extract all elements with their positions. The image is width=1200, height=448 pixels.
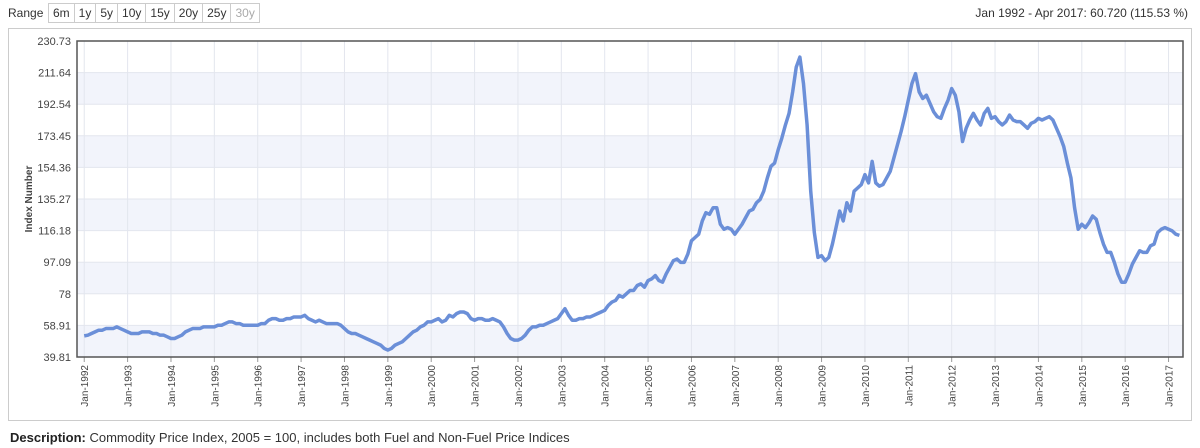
y-tick-label: 39.81 bbox=[43, 352, 71, 364]
plot-border bbox=[76, 40, 1184, 358]
range-button[interactable]: 5y bbox=[95, 3, 119, 23]
range-buttons: 6m 1y 5y 10y 15y 20y 25y 30y bbox=[48, 3, 260, 23]
x-tick-label: Jan-2004 bbox=[601, 365, 612, 407]
x-tick-label: Jan-1995 bbox=[210, 365, 221, 407]
range-button[interactable]: 15y bbox=[145, 3, 175, 23]
x-tick-label: Jan-2001 bbox=[471, 365, 482, 407]
x-tick-label: Jan-2013 bbox=[991, 365, 1002, 407]
x-tick-label: Jan-1998 bbox=[340, 365, 351, 407]
y-tick-label: 135.27 bbox=[37, 194, 71, 206]
x-tick-label: Jan-2014 bbox=[1034, 365, 1045, 407]
grid-band bbox=[77, 199, 1183, 231]
range-button[interactable]: 20y bbox=[173, 3, 204, 23]
description-label: Description: bbox=[10, 430, 86, 445]
y-tick-label: 154.36 bbox=[37, 162, 71, 174]
x-tick-label: Jan-2016 bbox=[1121, 365, 1132, 407]
x-tick-label: Jan-1999 bbox=[384, 365, 395, 407]
grid-band bbox=[77, 72, 1183, 105]
x-tick-label: Jan-2002 bbox=[514, 365, 525, 407]
x-tick-label: Jan-1993 bbox=[124, 365, 135, 407]
x-tick-label: Jan-2017 bbox=[1165, 365, 1176, 407]
x-tick-label: Jan-1994 bbox=[167, 365, 178, 407]
y-tick-label: 211.64 bbox=[38, 68, 71, 80]
x-tick-label: Jan-2007 bbox=[731, 365, 742, 407]
x-tick-label: Jan-2008 bbox=[774, 365, 785, 407]
x-tick-label: Jan-1996 bbox=[254, 365, 265, 407]
y-tick-label: 58.91 bbox=[43, 320, 71, 332]
grid-band bbox=[77, 262, 1183, 294]
y-tick-label: 230.73 bbox=[37, 36, 71, 48]
grid-band bbox=[77, 135, 1183, 168]
range-button[interactable]: 1y bbox=[73, 3, 97, 23]
x-tick-label: Jan-1997 bbox=[297, 365, 308, 407]
range-button[interactable]: 10y bbox=[117, 3, 147, 23]
x-tick-label: Jan-2015 bbox=[1078, 365, 1089, 407]
description: Description: Commodity Price Index, 2005… bbox=[10, 430, 570, 445]
x-tick-label: Jan-2011 bbox=[904, 365, 915, 406]
x-tick-label: Jan-2005 bbox=[644, 365, 655, 407]
y-axis-title: Index Number bbox=[24, 166, 35, 233]
x-tick-label: Jan-2006 bbox=[687, 365, 698, 407]
x-tick-label: Jan-2010 bbox=[861, 365, 872, 407]
range-label: Range bbox=[8, 6, 44, 20]
y-tick-label: 78 bbox=[59, 289, 71, 301]
description-text: Commodity Price Index, 2005 = 100, inclu… bbox=[89, 430, 570, 445]
plot-area: 39.81 58.91 78 97.09 116.18 135.27 154.36 173.4… bbox=[37, 36, 1184, 407]
y-tick-label: 97.09 bbox=[43, 257, 71, 269]
x-tick-label: Jan-2009 bbox=[818, 365, 829, 407]
toolbar: Range 6m 1y 5y 10y 15y 20y 25y 30y Jan 1992 - A… bbox=[0, 0, 1200, 26]
range-button[interactable]: 6m bbox=[48, 3, 75, 23]
range-button[interactable]: 25y bbox=[202, 3, 232, 23]
y-tick-label: 173.45 bbox=[37, 131, 71, 143]
x-tick-label: Jan-1992 bbox=[80, 365, 91, 407]
data-line bbox=[83, 55, 1180, 352]
y-tick-label: 116.18 bbox=[38, 226, 71, 238]
y-tick-label: 192.54 bbox=[37, 99, 71, 111]
grid-band bbox=[77, 325, 1183, 357]
x-tick-label: Jan-2012 bbox=[948, 365, 959, 407]
range-button: 30y bbox=[230, 3, 260, 23]
x-tick-label: Jan-2003 bbox=[557, 365, 568, 407]
x-tick-label: Jan-2000 bbox=[427, 365, 438, 407]
summary: Jan 1992 - Apr 2017: 60.720 (115.53 %) bbox=[975, 6, 1188, 20]
